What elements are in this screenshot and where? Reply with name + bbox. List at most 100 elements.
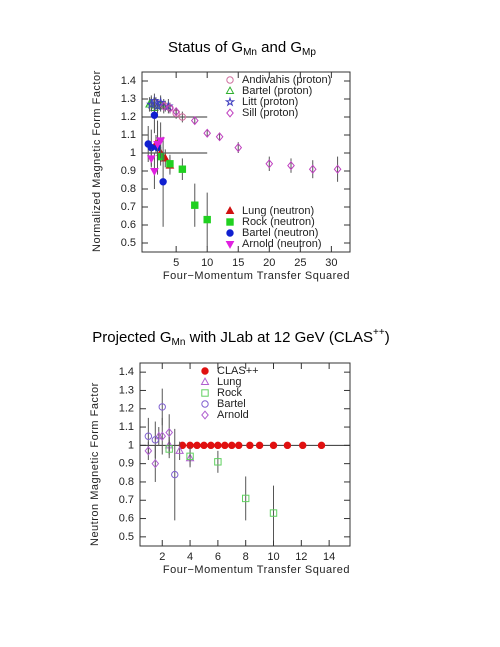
marker bbox=[151, 436, 159, 444]
plot-frame bbox=[139, 362, 351, 547]
legend-marker bbox=[200, 377, 210, 386]
y-tick-label: 0.6 bbox=[119, 512, 134, 524]
marker bbox=[215, 132, 224, 142]
marker bbox=[200, 441, 208, 450]
marker bbox=[158, 403, 166, 411]
title-part: Mp bbox=[302, 47, 316, 58]
title-part: Mn bbox=[243, 47, 257, 58]
y-tick-label: 1.4 bbox=[121, 75, 136, 87]
marker bbox=[241, 494, 250, 503]
x-tick-label: 10 bbox=[201, 257, 213, 269]
marker bbox=[214, 458, 222, 466]
marker bbox=[287, 160, 295, 171]
y-axis-title: Normalized Magnetic Form Factor bbox=[91, 70, 103, 252]
title-part: Projected G bbox=[92, 329, 171, 346]
marker bbox=[228, 441, 236, 450]
y-tick-label: 1.2 bbox=[121, 111, 136, 123]
legend-label: Sill (proton) bbox=[242, 107, 298, 119]
y-tick-label: 0.9 bbox=[121, 165, 136, 177]
marker bbox=[151, 459, 160, 469]
legend-marker bbox=[225, 206, 235, 215]
y-tick-label: 0.9 bbox=[119, 458, 134, 470]
marker bbox=[246, 441, 254, 450]
marker bbox=[235, 441, 243, 450]
marker bbox=[299, 441, 307, 450]
x-tick-label: 10 bbox=[267, 551, 279, 563]
marker bbox=[166, 103, 174, 113]
x-axis-title: Four−Momentum Transfer Squared bbox=[163, 564, 350, 576]
x-tick-label: 30 bbox=[325, 257, 337, 269]
marker bbox=[150, 111, 159, 119]
marker bbox=[191, 201, 199, 209]
x-tick-label: 25 bbox=[294, 257, 306, 269]
title-part: ++ bbox=[373, 327, 385, 338]
marker bbox=[265, 159, 274, 169]
x-tick-label: 5 bbox=[173, 257, 179, 269]
y-tick-label: 0.6 bbox=[121, 219, 136, 231]
x-tick-label: 12 bbox=[295, 551, 307, 563]
marker bbox=[190, 115, 199, 126]
chart-title: Projected GMn with JLab at 12 GeV (CLAS+… bbox=[92, 327, 389, 348]
marker bbox=[172, 106, 181, 117]
marker bbox=[150, 167, 159, 176]
y-tick-label: 1.3 bbox=[119, 384, 134, 396]
y-tick-label: 0.7 bbox=[121, 201, 136, 213]
legend-label: Bartel (neutron) bbox=[242, 227, 318, 239]
y-tick-label: 1 bbox=[128, 439, 134, 451]
legend-label: Litt (proton) bbox=[242, 96, 298, 108]
legend-marker bbox=[225, 86, 235, 95]
x-tick-label: 8 bbox=[243, 551, 249, 563]
marker bbox=[166, 160, 174, 168]
legend-marker bbox=[226, 218, 234, 226]
marker bbox=[234, 142, 243, 153]
title-part: and G bbox=[257, 39, 302, 56]
legend-label: Arnold bbox=[217, 409, 249, 421]
marker bbox=[165, 427, 174, 438]
legend-label: CLAS++ bbox=[217, 365, 259, 377]
title-part: Mn bbox=[172, 337, 186, 348]
title-part: with JLab at 12 GeV (CLAS bbox=[185, 329, 373, 346]
x-tick-label: 14 bbox=[323, 551, 335, 563]
legend-marker bbox=[225, 240, 235, 249]
marker bbox=[203, 215, 211, 224]
marker bbox=[171, 470, 179, 479]
legend-marker bbox=[201, 389, 209, 397]
marker bbox=[153, 140, 162, 149]
legend-marker bbox=[201, 367, 209, 375]
marker bbox=[175, 445, 185, 454]
marker bbox=[214, 441, 222, 450]
legend-marker bbox=[226, 108, 234, 118]
marker bbox=[186, 452, 194, 461]
marker bbox=[155, 97, 166, 108]
plot-frame bbox=[141, 71, 351, 253]
marker bbox=[144, 432, 153, 440]
y-tick-label: 0.8 bbox=[119, 476, 134, 488]
x-tick-label: 2 bbox=[159, 551, 165, 563]
x-tick-label: 6 bbox=[215, 551, 221, 563]
legend-label: Arnold (neutron) bbox=[242, 238, 322, 250]
y-tick-label: 1.4 bbox=[119, 366, 134, 378]
marker bbox=[333, 164, 342, 174]
legend-label: Lung (neutron) bbox=[242, 205, 314, 217]
legend-marker bbox=[224, 96, 236, 107]
y-tick-label: 0.5 bbox=[119, 531, 134, 543]
y-tick-label: 1.2 bbox=[119, 403, 134, 415]
legend-marker bbox=[201, 400, 209, 408]
legend-marker bbox=[201, 410, 209, 420]
marker bbox=[159, 178, 167, 186]
marker bbox=[159, 101, 168, 111]
marker bbox=[144, 446, 153, 456]
marker bbox=[308, 164, 317, 174]
legend-marker bbox=[226, 229, 234, 237]
marker bbox=[178, 165, 187, 173]
y-tick-label: 1 bbox=[130, 147, 136, 159]
legend-marker bbox=[226, 76, 234, 84]
marker bbox=[203, 128, 212, 138]
chart-title: Status of GMn and GMp bbox=[168, 39, 316, 58]
marker bbox=[269, 441, 278, 450]
marker bbox=[221, 441, 229, 450]
legend-label: Bartel (proton) bbox=[242, 85, 312, 97]
legend-label: Lung bbox=[217, 376, 241, 388]
marker bbox=[178, 113, 187, 121]
